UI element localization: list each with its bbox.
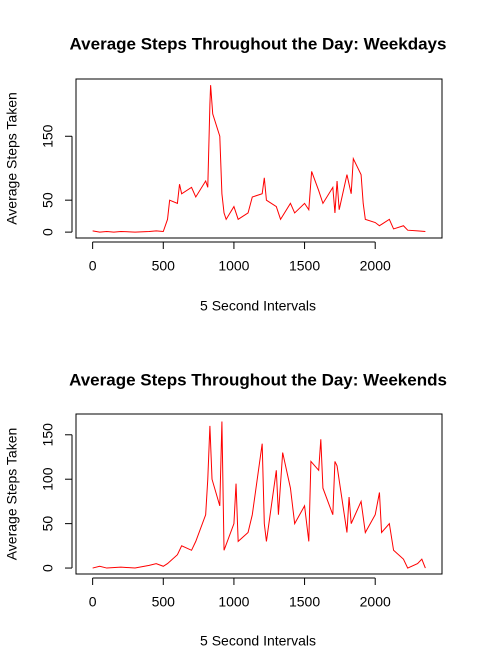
y-axis-label: Average Steps Taken xyxy=(4,92,20,225)
y-tick-label: 150 xyxy=(40,124,56,148)
x-tick-label: 0 xyxy=(89,258,97,274)
chart-title: Average Steps Throughout the Day: Weekda… xyxy=(70,34,447,53)
chart-title: Average Steps Throughout the Day: Weeken… xyxy=(69,370,447,389)
y-tick-label: 150 xyxy=(40,423,56,447)
plot-box xyxy=(75,413,443,575)
x-tick-label: 2000 xyxy=(360,594,391,610)
y-axis-label: Average Steps Taken xyxy=(4,428,20,561)
x-tick-label: 2000 xyxy=(360,258,391,274)
data-line xyxy=(92,85,426,233)
x-tick-label: 1000 xyxy=(218,594,249,610)
y-tick-label: 100 xyxy=(40,467,56,491)
x-tick-label: 1500 xyxy=(289,258,320,274)
x-tick-label: 500 xyxy=(152,594,176,610)
y-tick-label: 0 xyxy=(40,564,56,572)
x-tick-label: 1500 xyxy=(289,594,320,610)
x-tick-label: 0 xyxy=(89,594,97,610)
x-axis-label: 5 Second Intervals xyxy=(200,298,316,314)
y-tick-label: 50 xyxy=(40,516,56,532)
data-line xyxy=(92,421,426,569)
x-tick-label: 1000 xyxy=(218,258,249,274)
plot-box xyxy=(75,78,443,239)
x-tick-label: 500 xyxy=(152,258,176,274)
x-axis-label: 5 Second Intervals xyxy=(200,633,316,649)
y-tick-label: 0 xyxy=(40,228,56,236)
y-tick-label: 50 xyxy=(40,192,56,208)
